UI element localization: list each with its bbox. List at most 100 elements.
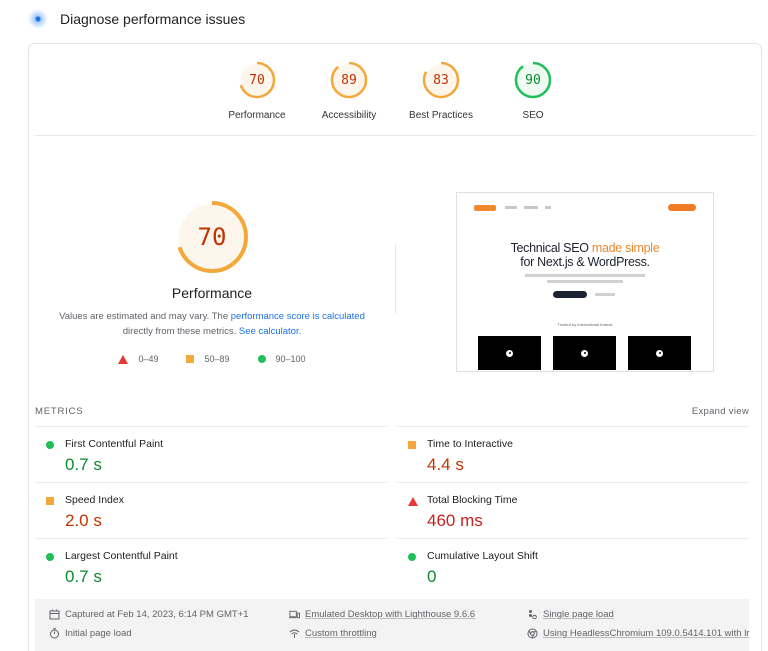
ss-trusted-text: Trusted by international brands (557, 322, 613, 327)
score-performance: 70 (249, 72, 265, 88)
page-header: Diagnose performance issues (28, 8, 245, 30)
browser-text[interactable]: Using HeadlessChromium 109.0.5414.101 wi… (543, 628, 750, 639)
circle-icon (46, 441, 54, 449)
ss-video (553, 336, 616, 370)
score-seo: 90 (525, 72, 541, 88)
gauge-ring-icon (176, 201, 248, 273)
label-seo: SEO (522, 110, 544, 121)
see-calculator-link[interactable]: See calculator. (238, 326, 302, 337)
desc-text: directly from these metrics. (122, 326, 239, 337)
metric-tbt: Total Blocking Time 460 ms (397, 482, 749, 538)
people-icon (527, 609, 538, 620)
calendar-icon (49, 609, 60, 620)
gauge-seo[interactable]: 90 SEO (487, 60, 579, 121)
metric-si: Speed Index 2.0 s (35, 482, 387, 538)
initial-load-text: Initial page load (65, 628, 132, 639)
metric-name: Cumulative Layout Shift (427, 550, 538, 562)
page-screenshot-thumbnail: Technical SEO made simple for Next.js & … (456, 192, 714, 372)
square-icon (186, 355, 195, 363)
triangle-icon (118, 354, 129, 364)
chromium-icon (527, 628, 538, 639)
diagnose-dot-icon (28, 9, 48, 29)
ss-nav-button (668, 204, 696, 211)
legend-range: 50–89 (204, 354, 230, 364)
legend-range: 90–100 (275, 354, 306, 364)
metric-name: Speed Index (65, 494, 124, 506)
performance-score: 70 (197, 223, 227, 251)
ss-nav-link (524, 206, 538, 209)
ss-headline: Technical SEO made simple for Next.js & … (457, 241, 713, 269)
label-performance: Performance (228, 110, 286, 121)
gauge-ring-icon (238, 61, 276, 99)
captured-info: Captured at Feb 14, 2023, 6:14 PM GMT+1 (49, 609, 249, 620)
ss-video (628, 336, 691, 370)
legend-poor: 0–49 (118, 354, 158, 364)
metrics-grid: First Contentful Paint 0.7 s Time to Int… (35, 426, 749, 594)
metrics-title: METRICS (35, 406, 84, 417)
metric-value: 0 (427, 567, 437, 586)
ss-subtext (525, 274, 645, 277)
gauge-performance[interactable]: 70 Performance (211, 60, 303, 121)
single-load-text[interactable]: Single page load (543, 609, 614, 620)
score-calculated-link[interactable]: performance score is calculated (230, 311, 365, 322)
initial-load-info: Initial page load (49, 628, 132, 639)
performance-title: Performance (171, 285, 253, 301)
gauge-ring-icon (330, 61, 368, 99)
performance-summary: 70 Performance Values are estimated and … (29, 199, 395, 364)
gauge-accessibility[interactable]: 89 Accessibility (303, 60, 395, 121)
ss-video (478, 336, 541, 370)
circle-icon (257, 355, 266, 363)
vertical-divider (395, 244, 396, 314)
label-accessibility: Accessibility (321, 110, 377, 121)
metric-name: Time to Interactive (427, 438, 513, 450)
captured-text: Captured at Feb 14, 2023, 6:14 PM GMT+1 (65, 609, 249, 620)
metric-lcp: Largest Contentful Paint 0.7 s (35, 538, 387, 594)
expand-view-toggle[interactable]: Expand view (691, 406, 749, 417)
metric-tti: Time to Interactive 4.4 s (397, 426, 749, 482)
gauge-best-practices[interactable]: 83 Best Practices (395, 60, 487, 121)
runtime-info-footer: Captured at Feb 14, 2023, 6:14 PM GMT+1 … (35, 599, 749, 651)
metric-value: 0.7 s (65, 455, 102, 474)
circle-icon (408, 553, 416, 561)
emulated-text[interactable]: Emulated Desktop with Lighthouse 9.6.6 (305, 609, 476, 620)
metric-value: 0.7 s (65, 567, 102, 586)
single-load-info[interactable]: Single page load (527, 609, 614, 620)
metric-fcp: First Contentful Paint 0.7 s (35, 426, 387, 482)
score-accessibility: 89 (341, 72, 357, 88)
emulated-info[interactable]: Emulated Desktop with Lighthouse 9.6.6 (289, 609, 475, 620)
wifi-icon (289, 628, 300, 639)
play-icon (656, 349, 663, 357)
metric-value: 4.4 s (427, 455, 464, 474)
performance-description: Values are estimated and may vary. The p… (52, 309, 372, 339)
gauge-ring-icon (422, 61, 460, 99)
throttling-info[interactable]: Custom throttling (289, 628, 377, 639)
play-icon (581, 349, 588, 357)
ss-headline-part: for Next.js & WordPress. (520, 255, 650, 269)
legend-range: 0–49 (138, 354, 159, 364)
throttling-text[interactable]: Custom throttling (305, 628, 377, 639)
triangle-icon (408, 497, 418, 506)
metric-value: 460 ms (427, 511, 483, 530)
metric-cls: Cumulative Layout Shift 0 (397, 538, 749, 594)
legend-good: 90–100 (257, 354, 306, 364)
metrics-header: METRICS Expand view (35, 406, 749, 417)
square-icon (46, 497, 54, 505)
score-legend: 0–49 50–89 90–100 (118, 354, 306, 364)
ss-headline-part: Technical SEO (510, 241, 592, 255)
devices-icon (289, 609, 300, 620)
ss-logo (474, 205, 496, 211)
circle-icon (46, 553, 54, 561)
score-best-practices: 83 (433, 72, 449, 88)
performance-big-gauge: 70 (174, 199, 250, 275)
desc-text: Values are estimated and may vary. The (59, 311, 231, 322)
divider (35, 135, 755, 136)
metric-value: 2.0 s (65, 511, 102, 530)
page-title: Diagnose performance issues (60, 11, 246, 27)
metric-name: First Contentful Paint (65, 438, 164, 450)
legend-average: 50–89 (186, 354, 230, 364)
ss-subtext (547, 280, 623, 283)
play-icon (506, 349, 513, 357)
square-icon (408, 441, 416, 449)
ss-headline-highlight: made simple (591, 241, 660, 255)
browser-info[interactable]: Using HeadlessChromium 109.0.5414.101 wi… (527, 628, 749, 639)
